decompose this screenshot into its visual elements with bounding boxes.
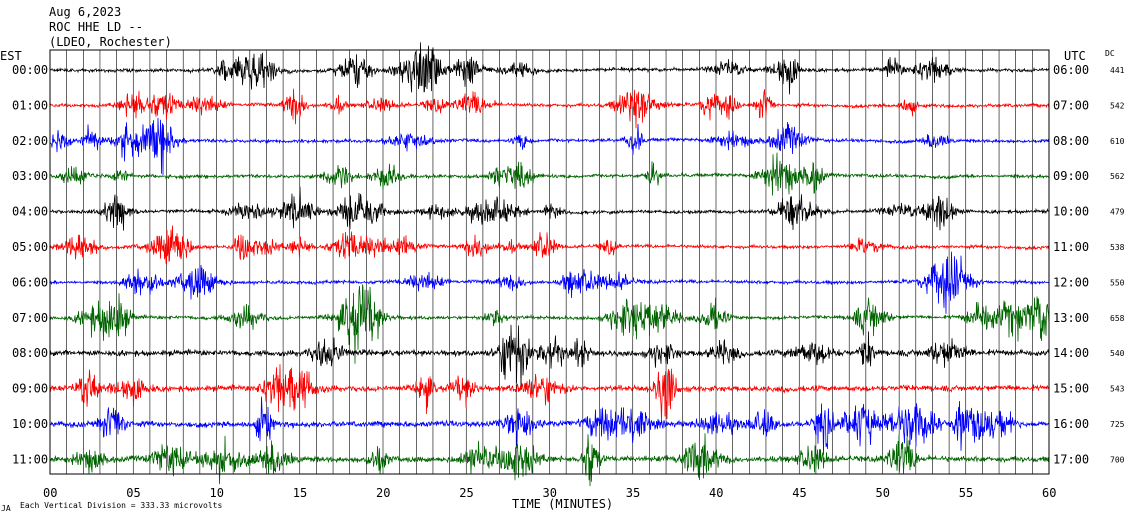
utc-hour-label: 16:00 (1053, 417, 1089, 431)
utc-hour-label: 11:00 (1053, 240, 1089, 254)
x-axis-label: TIME (MINUTES) (512, 497, 613, 511)
title-network: (LDEO, Rochester) (49, 35, 172, 49)
trace-row (49, 396, 1050, 455)
dc-offset-value: 725 (1110, 420, 1125, 429)
x-axis-ticks: 00 05 10 15 20 25 30 35 40 45 50 55 60 (43, 486, 1056, 500)
est-hour-labels: 00:00 01:00 02:00 03:00 04:00 05:00 06:00 07:00… (12, 63, 48, 466)
trace-row (49, 42, 1050, 95)
dc-offset-value: 542 (1110, 101, 1125, 110)
dc-offset-value: 562 (1110, 172, 1125, 181)
minute-gridlines (49, 50, 1033, 474)
x-tick-label: 05 (126, 486, 140, 500)
dc-offset-labels: 441 542 610 562 479 538 550 658 540 543 725 700 (1110, 66, 1125, 464)
right-zone-label: UTC (1064, 49, 1086, 63)
est-hour-label: 11:00 (12, 452, 48, 466)
x-tick-label: 10 (210, 486, 224, 500)
utc-hour-label: 06:00 (1053, 63, 1089, 77)
x-tick-label: 45 (792, 486, 806, 500)
dc-label: DC (1105, 49, 1115, 58)
trace-row (49, 364, 1050, 422)
utc-hour-label: 14:00 (1053, 346, 1089, 360)
utc-hour-label: 15:00 (1053, 382, 1089, 396)
dc-offset-value: 479 (1110, 208, 1125, 217)
x-tick-label: 60 (1042, 486, 1056, 500)
trace-row (49, 152, 1050, 196)
x-tick-label: 55 (959, 486, 973, 500)
dc-offset-value: 441 (1110, 66, 1125, 75)
x-tick-label: 50 (876, 486, 890, 500)
x-tick-label: 35 (626, 486, 640, 500)
est-hour-label: 04:00 (12, 205, 48, 219)
utc-hour-label: 12:00 (1053, 275, 1089, 289)
est-hour-label: 02:00 (12, 134, 48, 148)
title-station: ROC HHE LD -- (49, 20, 143, 34)
plot-frame (49, 49, 1050, 475)
trace-row (49, 117, 1049, 176)
dc-offset-value: 550 (1110, 278, 1125, 287)
trace-row (49, 284, 1050, 364)
x-tick-label: 25 (459, 486, 473, 500)
est-hour-label: 08:00 (12, 346, 48, 360)
x-tick-label: 30 (543, 486, 557, 500)
x-tick-label: 40 (709, 486, 723, 500)
trace-row (49, 324, 1050, 388)
utc-hour-labels: 06:00 07:00 08:00 09:00 10:00 11:00 12:00 13:00… (1053, 63, 1089, 466)
est-hour-label: 00:00 (12, 63, 48, 77)
seismic-traces (49, 42, 1050, 487)
trace-row (49, 186, 1050, 231)
x-tick-label: 00 (43, 486, 57, 500)
dc-offset-value: 610 (1110, 137, 1125, 146)
est-hour-label: 06:00 (12, 275, 48, 289)
x-tick-label: 20 (376, 486, 390, 500)
est-hour-label: 09:00 (12, 382, 48, 396)
footnote: Each Vertical Division = 333.33 microvol… (20, 501, 222, 510)
dc-offset-value: 700 (1110, 455, 1125, 464)
trace-row (49, 433, 1050, 487)
title-date: Aug 6,2023 (49, 5, 121, 19)
trace-row (49, 251, 1050, 314)
est-hour-label: 01:00 (12, 98, 48, 112)
utc-hour-label: 13:00 (1053, 311, 1089, 325)
utc-hour-label: 10:00 (1053, 205, 1089, 219)
est-hour-label: 05:00 (12, 240, 48, 254)
est-hour-label: 07:00 (12, 311, 48, 325)
dc-offset-value: 543 (1110, 385, 1125, 394)
utc-hour-label: 17:00 (1053, 452, 1089, 466)
est-hour-label: 10:00 (12, 417, 48, 431)
left-zone-label: EST (0, 49, 22, 63)
trace-row (49, 88, 1050, 129)
corner-mark: JA (1, 504, 11, 513)
utc-hour-label: 09:00 (1053, 169, 1089, 183)
dc-offset-value: 538 (1110, 243, 1125, 252)
est-hour-label: 03:00 (12, 169, 48, 183)
trace-row (49, 225, 1050, 265)
utc-hour-label: 08:00 (1053, 134, 1089, 148)
dc-offset-value: 658 (1110, 314, 1125, 323)
utc-hour-label: 07:00 (1053, 98, 1089, 112)
x-tick-label: 15 (293, 486, 307, 500)
chart-title: Aug 6,2023 ROC HHE LD -- (LDEO, Rocheste… (49, 5, 172, 49)
dc-offset-value: 540 (1110, 349, 1125, 358)
